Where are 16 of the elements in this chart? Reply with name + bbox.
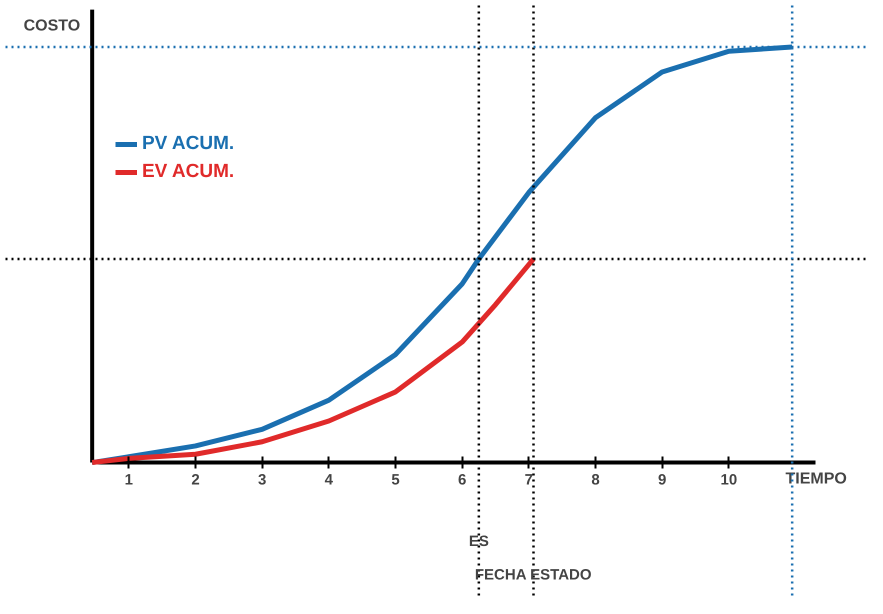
legend-label: PV ACUM. [142, 133, 234, 155]
x-tick-label: 9 [658, 472, 666, 489]
x-tick-label: 1 [124, 472, 134, 489]
ref-line-label: FECHA ESTADO [474, 566, 592, 584]
y-axis-title: COSTO [24, 18, 80, 35]
x-tick-label: 4 [324, 472, 334, 489]
x-tick-label: 6 [458, 472, 466, 489]
x-tick-label: 3 [258, 472, 266, 489]
x-tick-label: 7 [524, 472, 534, 489]
x-axis-title: TIEMPO [786, 470, 847, 488]
legend-label: EV ACUM. [142, 161, 234, 183]
ref-line-label: ES [468, 533, 489, 550]
x-tick-label: 8 [591, 472, 600, 489]
x-tick-label: 10 [720, 472, 738, 489]
x-tick-label: 5 [391, 472, 400, 489]
x-tick-label: 2 [191, 472, 200, 489]
